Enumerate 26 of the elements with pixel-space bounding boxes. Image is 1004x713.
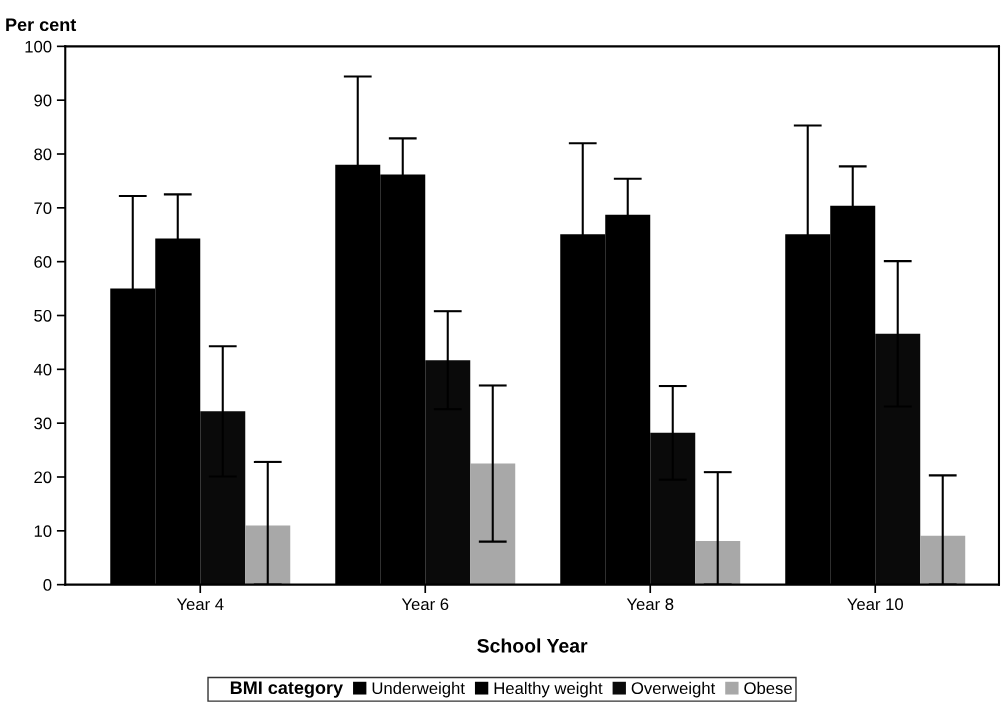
bar	[470, 463, 516, 585]
y-tick-label: 90	[34, 94, 52, 107]
x-tick-label: Year 8	[626, 598, 674, 611]
y-tick-label: 60	[34, 256, 52, 268]
bar	[920, 535, 966, 585]
x-tick-label: Year 10	[847, 598, 904, 611]
y-tick-label: 10	[34, 525, 52, 538]
x-tick-label: Year 4	[176, 598, 224, 611]
legend-label: Underweight	[372, 681, 465, 698]
y-tick-label: 70	[34, 202, 52, 215]
legend-title: BMI category	[230, 681, 343, 698]
y-tick-label: 50	[34, 309, 52, 322]
y-tick-label: 20	[34, 471, 52, 484]
y-tick-label: 80	[34, 148, 52, 161]
bar	[695, 541, 741, 585]
x-axis-title: School Year	[477, 638, 588, 653]
y-tick-label: 40	[33, 363, 52, 376]
y-tick-label: 30	[34, 417, 52, 430]
legend-label: Obese	[744, 681, 792, 695]
bar	[245, 525, 291, 585]
legend-label: Healthy weight	[494, 681, 603, 698]
y-tick-label: 0	[43, 579, 52, 591]
y-axis-title: Per cent	[6, 18, 77, 32]
x-tick-label: Year 6	[401, 598, 449, 611]
y-tick-label: 100	[25, 40, 52, 53]
legend-label: Overweight	[631, 681, 716, 698]
